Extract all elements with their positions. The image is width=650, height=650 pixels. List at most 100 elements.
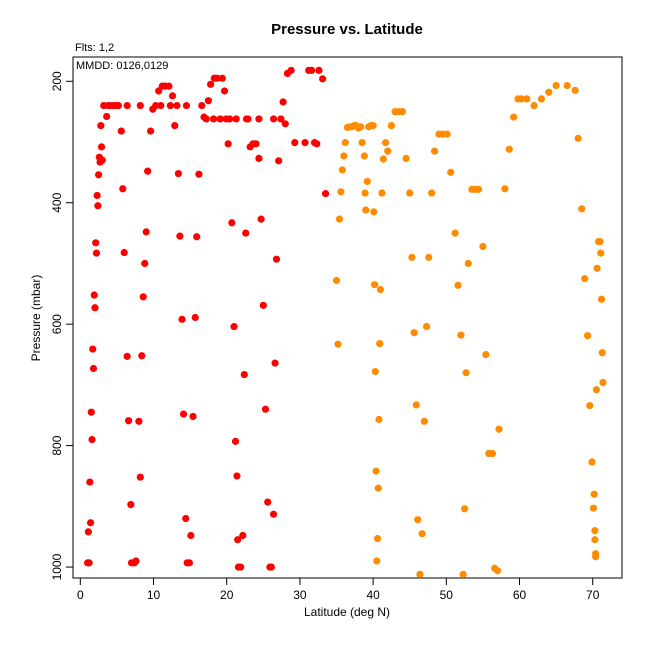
data-point: [97, 143, 106, 151]
data-point: [375, 415, 383, 424]
data-point: [86, 478, 94, 486]
data-point: [157, 101, 165, 110]
y-axis: 200 400 600 800 1000: [50, 71, 73, 580]
data-point: [510, 113, 518, 121]
data-point: [599, 378, 607, 387]
data-point: [179, 410, 188, 418]
data-point: [85, 559, 93, 567]
plot-frame: [72, 56, 623, 579]
data-point: [308, 66, 316, 74]
data-point: [590, 490, 598, 498]
y-tick-label: 200: [50, 71, 64, 91]
data-point: [410, 329, 418, 337]
data-point: [152, 101, 160, 110]
data-point: [103, 112, 111, 121]
data-point: [269, 510, 278, 518]
data-point: [482, 350, 490, 359]
data-point: [136, 101, 144, 110]
data-point: [228, 219, 236, 227]
data-point: [193, 233, 201, 241]
data-point: [239, 531, 247, 540]
x-axis-label: Latitude (deg N): [304, 605, 390, 619]
data-point: [428, 189, 436, 197]
data-point: [119, 185, 127, 193]
data-point: [362, 206, 370, 214]
data-point: [335, 215, 344, 223]
data-point: [474, 185, 483, 193]
data-point: [173, 101, 181, 110]
data-point: [242, 115, 251, 123]
data-point: [581, 275, 589, 283]
data-point: [198, 101, 206, 110]
y-tick-label: 600: [50, 314, 64, 334]
data-point: [338, 166, 346, 174]
data-point: [598, 349, 606, 357]
data-point: [360, 152, 368, 160]
data-point: [412, 401, 420, 409]
data-point: [90, 291, 98, 299]
data-point: [202, 115, 210, 123]
data-point: [204, 97, 213, 105]
data-point: [371, 367, 379, 376]
data-point: [420, 417, 428, 425]
data-point: [182, 101, 191, 110]
data-point: [373, 557, 381, 565]
data-point: [220, 87, 229, 95]
data-point: [454, 281, 462, 289]
x-tick-label: 30: [293, 588, 307, 602]
data-point: [89, 345, 97, 353]
x-axis: 0 10 20 30 40 50 60 70: [77, 578, 600, 602]
data-point: [334, 340, 342, 348]
data-point: [291, 139, 299, 147]
data-point: [87, 408, 95, 416]
data-point: [139, 293, 147, 301]
data-point: [104, 101, 112, 110]
data-point: [418, 530, 426, 538]
x-tick-label: 20: [220, 588, 234, 602]
data-point: [185, 559, 193, 567]
data-point: [378, 189, 386, 197]
data-point: [493, 567, 502, 575]
data-point: [361, 189, 369, 197]
data-point: [340, 152, 348, 160]
series-2: [332, 81, 607, 578]
data-point: [530, 101, 538, 110]
data-point: [242, 229, 250, 237]
data-point: [195, 170, 203, 178]
data-point: [363, 177, 371, 186]
data-point: [505, 145, 513, 153]
data-point: [166, 101, 174, 110]
data-point: [189, 412, 197, 421]
data-point: [398, 108, 406, 116]
data-point: [592, 386, 600, 394]
x-tick-label: 10: [147, 588, 161, 602]
data-point: [596, 237, 604, 246]
data-point: [376, 285, 385, 294]
data-point: [341, 139, 349, 147]
data-point: [523, 95, 531, 103]
data-point: [571, 86, 579, 94]
data-point: [588, 458, 596, 466]
data-point: [178, 315, 186, 323]
data-point: [443, 130, 451, 138]
data-point: [384, 147, 392, 155]
data-point: [578, 205, 586, 213]
data-point: [369, 122, 377, 130]
data-point: [315, 66, 323, 74]
data-point: [120, 248, 128, 257]
y-tick-label: 1000: [50, 553, 64, 580]
data-point: [459, 570, 467, 578]
data-point: [98, 156, 106, 164]
data-point: [132, 557, 140, 565]
data-point: [301, 139, 309, 147]
data-point: [279, 98, 287, 106]
data-point: [408, 253, 416, 261]
data-point: [376, 340, 384, 348]
data-point: [583, 332, 592, 340]
data-point: [91, 304, 99, 312]
x-tick-label: 40: [366, 588, 380, 602]
data-point: [589, 504, 598, 512]
data-point: [136, 473, 144, 481]
data-point: [387, 122, 396, 130]
